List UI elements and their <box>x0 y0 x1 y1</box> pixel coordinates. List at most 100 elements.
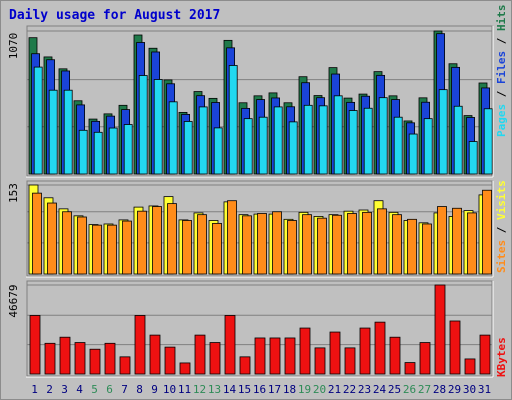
kbytes-bar-day-27 <box>419 342 431 375</box>
kbytes-bar-day-29-body <box>449 320 461 375</box>
kbytes-bar-day-20-body <box>314 347 326 375</box>
pages-bar-day-25 <box>393 116 403 175</box>
pages-bar-day-10-body <box>168 101 178 175</box>
day-label-30: 30 <box>463 383 476 396</box>
kbytes-bar-day-31-body <box>479 334 491 375</box>
pages-bar-day-15 <box>243 118 253 175</box>
kbytes-bar-day-11-body <box>179 362 191 375</box>
kbytes-bar-day-3 <box>59 336 71 375</box>
sites-bar-day-18 <box>287 220 297 275</box>
sites-bar-day-9 <box>152 206 162 275</box>
day-label-17: 17 <box>268 383 281 396</box>
pages-bar-day-14-body <box>228 65 238 175</box>
sites-bar-day-28-body <box>437 206 447 275</box>
sites-bar-day-7-body <box>122 220 132 275</box>
kbytes-bar-day-18-body <box>284 337 296 375</box>
sites-bar-day-15 <box>242 215 252 275</box>
sites-bar-day-2 <box>47 202 57 275</box>
sites-bar-day-25 <box>392 214 402 275</box>
pages-bar-day-31-body <box>483 108 493 175</box>
kbytes-bar-day-5 <box>89 348 101 375</box>
sites-bar-day-26-body <box>407 218 417 275</box>
pages-bar-day-24 <box>378 97 388 175</box>
sites-bar-day-30-body <box>467 212 477 275</box>
hits-files-pages-legend: Pages / Files / Hits <box>495 5 508 138</box>
kbytes-bar-day-29 <box>449 320 461 375</box>
pages-bar-day-3 <box>63 89 73 175</box>
sites-bar-day-13-body <box>212 222 222 275</box>
sites-bar-day-19 <box>302 214 312 275</box>
kbytes-bar-day-31 <box>479 334 491 375</box>
pages-bar-day-4-body <box>78 129 88 175</box>
pages-bar-day-12 <box>198 106 208 175</box>
kbytes-bar-day-21 <box>329 331 341 375</box>
kbytes-bar-day-10 <box>164 346 176 375</box>
sites-bar-day-11-body <box>182 220 192 275</box>
pages-bar-day-23-body <box>363 107 373 175</box>
pages-bar-day-7-body <box>123 124 133 175</box>
sites-bar-day-28 <box>437 206 447 275</box>
sites-bar-day-9-body <box>152 206 162 275</box>
day-label-9: 9 <box>151 383 158 396</box>
sites-bar-day-19-body <box>302 214 312 275</box>
kbytes-ymax-label: 46679 <box>7 284 20 317</box>
kbytes-bar-day-19 <box>299 327 311 375</box>
sites-bar-day-17-body <box>272 211 282 275</box>
day-label-19: 19 <box>298 383 311 396</box>
pages-bar-day-17-body <box>273 106 283 175</box>
pages-bar-day-22 <box>348 110 358 175</box>
kbytes-bar-day-24-body <box>374 321 386 375</box>
sites-bar-day-27-body <box>422 223 432 275</box>
day-label-21: 21 <box>328 383 341 396</box>
pages-bar-day-13-body <box>213 127 223 175</box>
sites-bar-day-14-body <box>227 200 237 275</box>
pages-bar-day-27-body <box>423 118 433 175</box>
kbytes-bar-day-30-body <box>464 358 476 375</box>
kbytes-bar-day-12 <box>194 334 206 375</box>
kbytes-bar-day-28-body <box>434 284 446 375</box>
kbytes-bar-day-19-body <box>299 327 311 375</box>
kbytes-bar-day-25 <box>389 336 401 375</box>
pages-bar-day-21-body <box>333 95 343 175</box>
day-label-3: 3 <box>61 383 68 396</box>
day-label-8: 8 <box>136 383 143 396</box>
kbytes-bar-day-11 <box>179 362 191 375</box>
sites-bar-day-5 <box>92 224 102 275</box>
kbytes-bar-day-16 <box>254 337 266 375</box>
sites-bar-day-25-body <box>392 214 402 275</box>
kbytes-bar-day-16-body <box>254 337 266 375</box>
sites-bar-day-2-body <box>47 202 57 275</box>
pages-bar-day-9 <box>153 79 163 175</box>
sites-bar-day-11 <box>182 220 192 275</box>
sites-bar-day-21 <box>332 214 342 275</box>
sites-bar-day-17 <box>272 211 282 275</box>
sites-bar-day-5-body <box>92 224 102 275</box>
pages-bar-day-11 <box>183 121 193 175</box>
day-label-5: 5 <box>91 383 98 396</box>
pages-bar-day-6-body <box>108 127 118 175</box>
kbytes-bar-day-4-body <box>74 342 86 375</box>
day-label-22: 22 <box>343 383 356 396</box>
day-label-27: 27 <box>418 383 431 396</box>
pages-bar-day-18-body <box>288 121 298 175</box>
pages-bar-day-17 <box>273 106 283 175</box>
sites-bar-day-31-body <box>482 189 492 275</box>
kbytes-bar-day-30 <box>464 358 476 375</box>
kbytes-bar-day-20 <box>314 347 326 375</box>
sites-bar-day-22 <box>347 213 357 275</box>
sites-bar-day-21-body <box>332 214 342 275</box>
sites-bar-day-10 <box>167 203 177 275</box>
kbytes-bar-day-3-body <box>59 336 71 375</box>
pages-bar-day-11-body <box>183 121 193 175</box>
kbytes-bar-day-13 <box>209 342 221 375</box>
pages-bar-day-5-body <box>93 131 103 175</box>
pages-bar-day-1-body <box>33 66 43 175</box>
kbytes-bar-day-1-body <box>29 315 41 375</box>
sites-bar-day-6 <box>107 224 117 275</box>
pages-bar-day-9-body <box>153 79 163 175</box>
pages-bar-day-4 <box>78 129 88 175</box>
kbytes-bar-day-5-body <box>89 348 101 375</box>
pages-bar-day-5 <box>93 131 103 175</box>
